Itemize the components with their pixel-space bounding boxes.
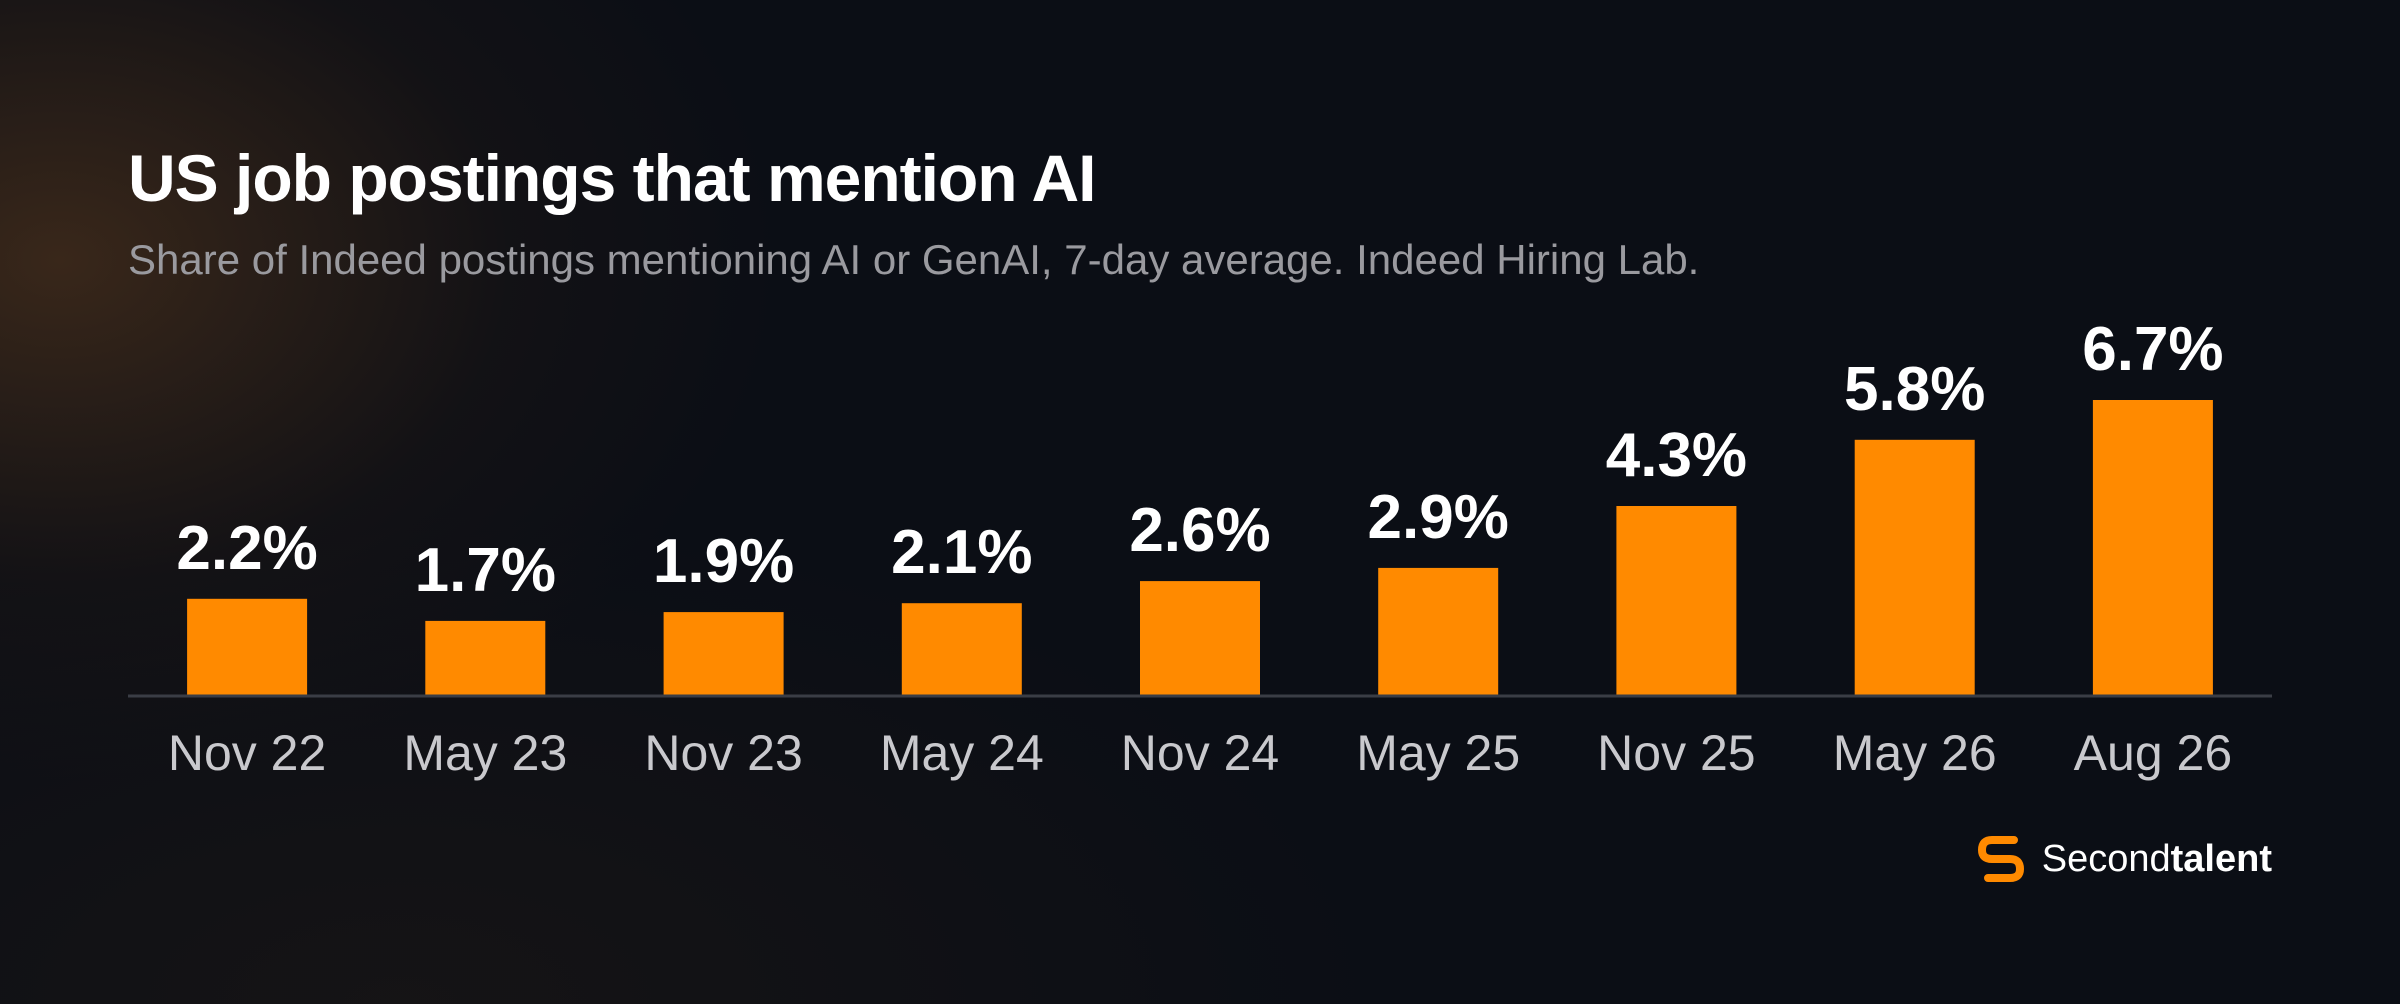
brand-name-bold: talent: [2170, 837, 2272, 880]
bar-nov-22: [187, 598, 308, 696]
chart-subtitle: Share of Indeed postings mentioning AI o…: [128, 236, 1700, 283]
data-label: 1.9%: [653, 527, 794, 596]
data-label: 1.7%: [415, 536, 556, 605]
bar-may-24: [901, 603, 1022, 696]
data-label: 2.2%: [176, 514, 317, 583]
x-tick-label: Nov 25: [1597, 725, 1755, 781]
brand-logo: Secondtalent: [1974, 832, 2272, 886]
brand-name-regular: Second: [2041, 837, 2171, 880]
x-tick-label: May 26: [1833, 725, 1997, 781]
secondtalent-logo-icon: [1977, 836, 2024, 882]
bars-group: [187, 400, 2213, 696]
data-label: 4.3%: [1606, 421, 1747, 490]
bar-nov-23: [663, 612, 784, 696]
x-tick-label: Nov 24: [1121, 725, 1279, 781]
data-label: 2.6%: [1129, 496, 1270, 565]
bar-may-23: [425, 620, 546, 696]
x-tick-label: Nov 23: [644, 725, 802, 781]
bar-may-26: [1854, 439, 1975, 696]
data-label: 6.7%: [2082, 315, 2223, 384]
x-tick-label: May 25: [1356, 725, 1520, 781]
bar-aug-26: [2092, 400, 2213, 696]
x-tick-labels-group: Nov 22 May 23 Nov 23 May 24 Nov 24 May 25 Nov …: [168, 725, 2232, 781]
data-label: 5.8%: [1844, 355, 1985, 424]
x-tick-label: May 24: [880, 725, 1044, 781]
brand-name: Secondtalent: [2042, 838, 2272, 881]
data-label: 2.1%: [891, 518, 1032, 587]
x-tick-label: Aug 26: [2074, 725, 2232, 781]
x-tick-label: May 23: [403, 725, 567, 781]
bar-may-25: [1378, 567, 1499, 696]
chart-title: US job postings that mention AI: [128, 141, 1097, 215]
x-tick-label: Nov 22: [168, 725, 326, 781]
value-labels-group: 2.2% 1.7% 1.9% 2.1% 2.6% 2.9% 4.3% 5.8% 6.7%: [176, 315, 2223, 605]
bar-nov-25: [1616, 506, 1737, 696]
bar-nov-24: [1140, 581, 1260, 696]
data-label: 2.9%: [1368, 483, 1509, 552]
